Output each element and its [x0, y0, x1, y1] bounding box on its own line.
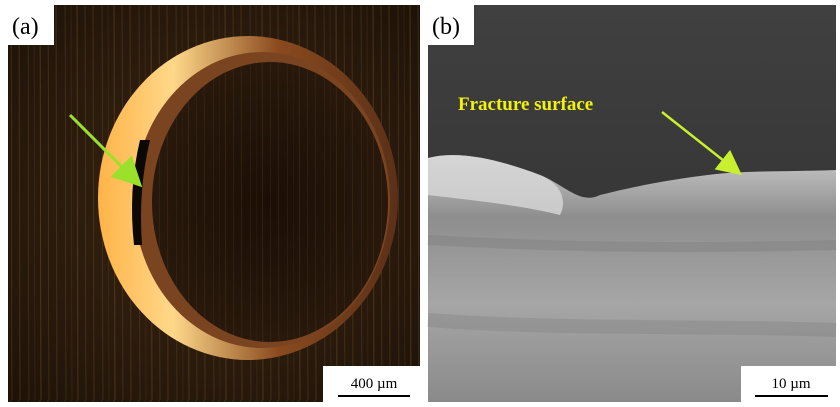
- floor-streaks: [152, 62, 388, 342]
- scale-bar-label: 10 µm: [771, 376, 810, 392]
- page: (a) 400 µm Fracture surface (b) 10 µm ((…: [0, 0, 840, 407]
- panel-a: (a) 400 µm: [8, 5, 420, 402]
- annotation: Fracture surface: [458, 94, 593, 115]
- figure: (a) 400 µm Fracture surface (b) 10 µm: [0, 0, 840, 407]
- panel-b: Fracture surface (b) 10 µm: [428, 5, 836, 402]
- panel-label: (b): [432, 14, 460, 40]
- panel-label: (a): [12, 14, 39, 40]
- surface-texture: [428, 320, 836, 330]
- scale-bar-label: 400 µm: [351, 376, 398, 392]
